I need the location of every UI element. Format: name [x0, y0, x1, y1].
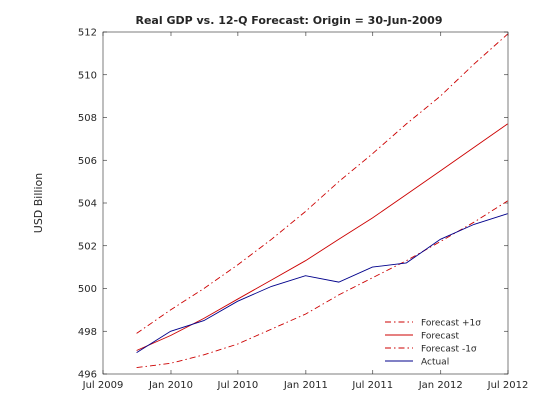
x-tick-label: Jan 2012 [418, 380, 463, 391]
y-tick-label: 502 [78, 241, 97, 252]
x-tick-label: Jan 2010 [148, 380, 193, 391]
series-line-1 [136, 123, 508, 351]
legend-label: Forecast +1σ [421, 319, 481, 329]
legend: Forecast +1σ Forecast Forecast -1σ Actual [385, 319, 481, 368]
legend-label: Forecast -1σ [421, 345, 477, 355]
series-line-3 [136, 213, 508, 353]
y-tick-label: 508 [78, 113, 97, 124]
y-tick-label: 512 [78, 28, 97, 39]
x-tick-label: Jul 2010 [217, 380, 259, 391]
y-axis-label: USD Billion [32, 173, 45, 234]
series-lines [136, 33, 508, 369]
plot-area: 496 498 500 502 504 506 508 510 512 Jul 2009 Jan 2… [78, 28, 528, 392]
x-tick-label: Jan 2011 [283, 380, 328, 391]
x-tick-label: Jul 2012 [487, 380, 529, 391]
legend-label: Actual [421, 358, 449, 368]
y-tick-label: 506 [78, 156, 97, 167]
y-tick-label: 510 [78, 70, 97, 81]
legend-label: Forecast [421, 332, 460, 342]
y-tick-label: 498 [78, 327, 97, 338]
y-tick-label: 504 [78, 199, 97, 210]
x-tick-label: Jul 2011 [351, 380, 393, 391]
y-tick-label: 500 [78, 284, 97, 295]
y-tick-label: 496 [78, 370, 97, 381]
series-line-0 [136, 33, 508, 334]
series-line-2 [136, 200, 508, 369]
plot-frame [102, 31, 509, 375]
x-tick-label: Jul 2009 [82, 380, 124, 391]
chart-title: Real GDP vs. 12-Q Forecast: Origin = 30-… [136, 14, 443, 27]
